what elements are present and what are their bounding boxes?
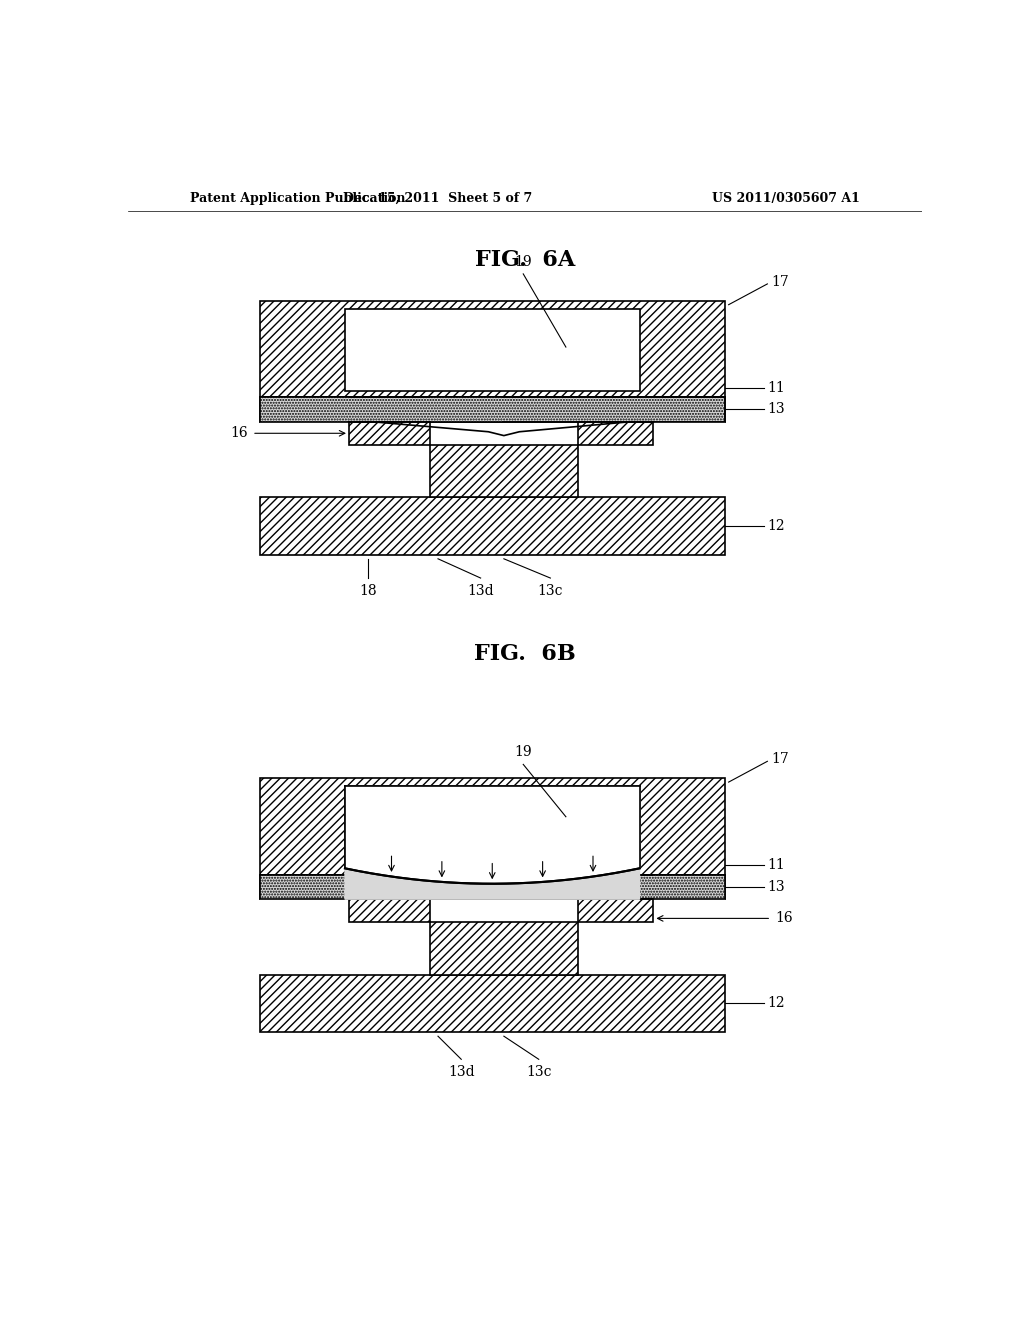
Bar xyxy=(260,779,725,874)
Text: 18: 18 xyxy=(359,585,377,598)
Text: 11: 11 xyxy=(767,381,785,395)
Text: 13d: 13d xyxy=(467,585,494,598)
Bar xyxy=(578,422,653,445)
Bar xyxy=(349,422,430,445)
Bar xyxy=(653,874,725,899)
Bar xyxy=(260,874,349,899)
Text: US 2011/0305607 A1: US 2011/0305607 A1 xyxy=(712,191,859,205)
Text: 13c: 13c xyxy=(538,585,563,598)
Text: 12: 12 xyxy=(767,997,785,1010)
Text: 17: 17 xyxy=(771,275,790,289)
Text: Dec. 15, 2011  Sheet 5 of 7: Dec. 15, 2011 Sheet 5 of 7 xyxy=(343,191,532,205)
Text: 16: 16 xyxy=(230,426,248,441)
Text: 13: 13 xyxy=(767,880,785,894)
Bar xyxy=(260,301,725,397)
Bar xyxy=(260,498,725,554)
Text: 19: 19 xyxy=(514,255,532,268)
Text: 13: 13 xyxy=(767,403,785,416)
Bar xyxy=(349,899,430,923)
Bar xyxy=(430,445,578,498)
Polygon shape xyxy=(345,869,640,899)
Text: Patent Application Publication: Patent Application Publication xyxy=(190,191,406,205)
Text: 16: 16 xyxy=(775,911,793,925)
Bar xyxy=(345,309,640,391)
Text: 13c: 13c xyxy=(526,1065,552,1080)
Text: 17: 17 xyxy=(771,752,790,766)
Bar xyxy=(653,422,725,445)
Bar xyxy=(430,397,502,422)
Bar xyxy=(430,923,578,974)
Text: 19: 19 xyxy=(514,744,532,759)
Bar xyxy=(260,397,725,422)
Text: 13d: 13d xyxy=(447,1065,474,1080)
Bar xyxy=(260,874,725,899)
Bar xyxy=(260,874,725,899)
Bar xyxy=(653,899,725,923)
Text: 11: 11 xyxy=(767,858,785,873)
Bar xyxy=(260,974,725,1032)
Bar xyxy=(260,397,349,422)
Text: 12: 12 xyxy=(767,519,785,533)
Bar xyxy=(260,397,725,422)
Bar xyxy=(345,785,640,869)
Bar xyxy=(260,899,349,923)
Text: FIG.  6A: FIG. 6A xyxy=(475,249,574,272)
Bar xyxy=(578,899,653,923)
Bar xyxy=(260,422,349,445)
Text: FIG.  6B: FIG. 6B xyxy=(474,644,575,665)
